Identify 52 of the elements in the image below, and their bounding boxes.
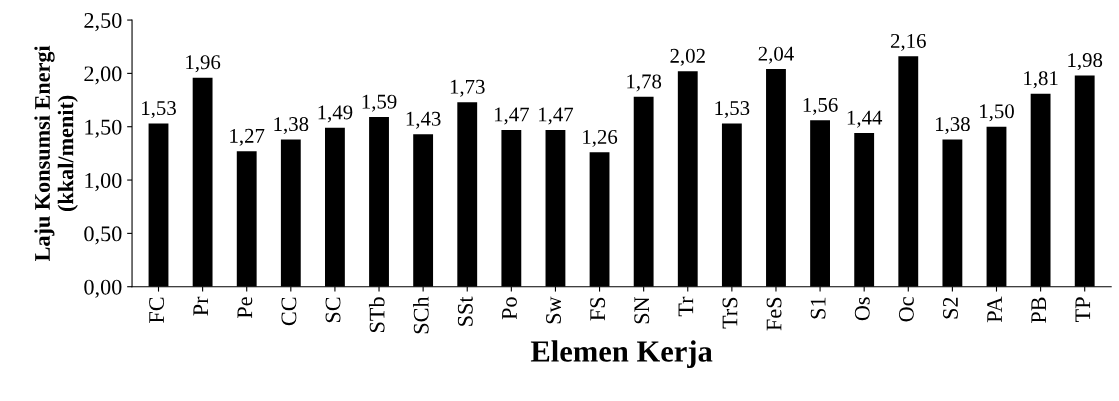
data-label: 2,04 — [758, 46, 794, 64]
data-label: 2,16 — [890, 33, 926, 51]
x-tick-label: SSt — [457, 296, 473, 326]
x-tick-label: S1 — [810, 297, 826, 319]
x-tick-label: FS — [590, 297, 606, 321]
data-label: 1,26 — [583, 129, 618, 147]
y-tick-label: 1,50 — [85, 119, 122, 138]
data-label: 1,50 — [980, 104, 1014, 122]
data-label: 1,56 — [803, 97, 838, 115]
x-tick-label: SC — [325, 297, 341, 323]
x-tick-label: Pe — [237, 297, 253, 319]
x-tick-label: Po — [502, 297, 517, 320]
x-axis-title: Elemen Kerja — [530, 340, 713, 368]
data-label: 1,47 — [539, 107, 574, 125]
data-label: 1,78 — [627, 74, 662, 92]
x-tick-label: FC — [149, 297, 165, 323]
x-tick-label: PB — [1031, 297, 1047, 323]
x-tick-label: STb — [368, 297, 385, 332]
y-tick-label: 1,00 — [85, 172, 122, 192]
x-tick-label: Pr — [193, 296, 208, 316]
data-label: 1,53 — [715, 101, 750, 119]
data-label: 1,96 — [186, 55, 221, 73]
data-label: 2,02 — [670, 48, 705, 66]
data-label: 1,38 — [935, 117, 970, 135]
x-tick-label: FeS — [766, 297, 782, 331]
x-tick-label: Oc — [898, 297, 914, 322]
y-tick-label: 2,00 — [84, 66, 122, 85]
data-label: 1,44 — [847, 110, 883, 128]
x-tick-label: PA — [987, 296, 1002, 323]
data-label: 1,27 — [230, 128, 265, 146]
data-label: 1,49 — [318, 105, 353, 123]
x-tick-label: Tr — [678, 296, 694, 317]
x-tick-label: Sw — [546, 296, 562, 324]
y-axis-title: Laju Konsumsi Energi (kkal/menit) — [34, 45, 78, 262]
data-label: 1,38 — [274, 117, 309, 135]
x-tick-label: CC — [281, 297, 297, 326]
x-tick-label: S2 — [943, 297, 958, 319]
data-label: 1,98 — [1068, 53, 1103, 71]
y-tick-label: 2,50 — [84, 12, 122, 32]
data-label: 1,59 — [362, 94, 397, 112]
y-tick-label: 0,00 — [84, 279, 122, 298]
x-tick-label: SCh — [413, 296, 429, 334]
data-label: 1,47 — [494, 107, 529, 125]
data-label: 1,43 — [406, 111, 441, 129]
x-tick-label: TrS — [722, 297, 738, 329]
data-label: 1,73 — [450, 79, 485, 97]
data-label: 1,53 — [142, 101, 176, 119]
x-tick-label: TP — [1075, 297, 1091, 322]
x-tick-label: SN — [634, 296, 650, 324]
data-label: 1,81 — [1024, 71, 1058, 89]
x-tick-label: Os — [854, 297, 870, 321]
y-tick-label: 0,50 — [84, 226, 122, 245]
